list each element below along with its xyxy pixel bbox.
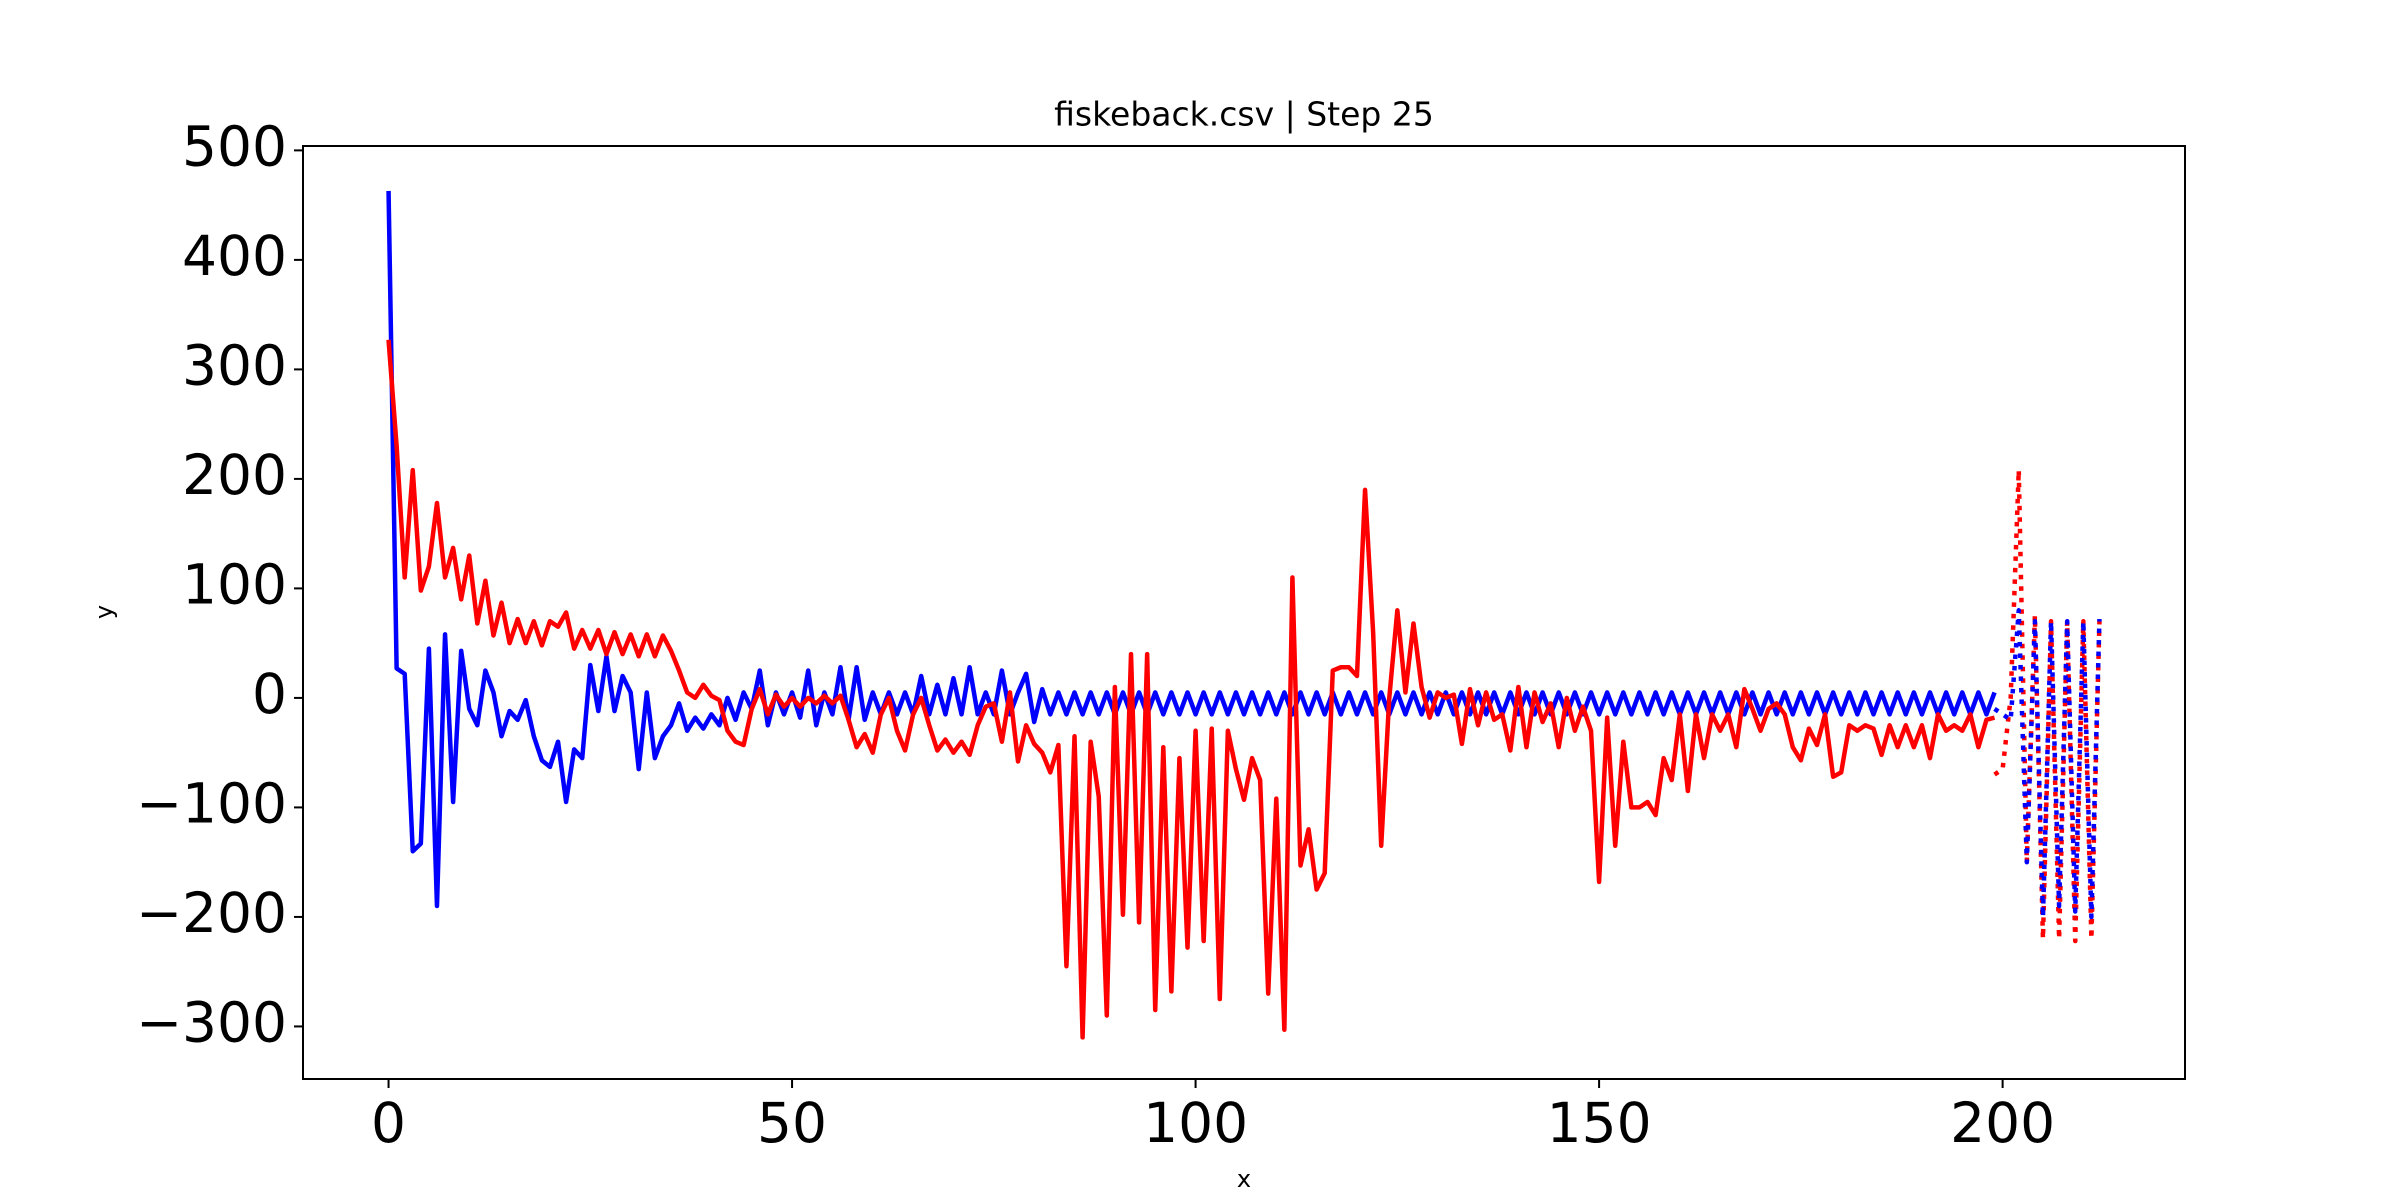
- y-tick-label: 400: [182, 224, 287, 288]
- y-tick-label: 300: [182, 334, 287, 398]
- x-tick-label: 100: [1143, 1091, 1248, 1155]
- y-tick-label: 100: [182, 553, 287, 617]
- y-tick-label: 200: [182, 443, 287, 507]
- x-axis-label: x: [1237, 1165, 1251, 1193]
- y-tick-label: −100: [136, 772, 287, 836]
- x-tick-label: 0: [371, 1091, 406, 1155]
- plot-area: [386, 190, 2102, 1040]
- y-tick-label: −300: [136, 991, 287, 1055]
- x-tick-label: 150: [1547, 1091, 1652, 1155]
- series-line: [386, 339, 1996, 1040]
- x-tick-label: 50: [757, 1091, 827, 1155]
- chart-title: fiskeback.csv | Step 25: [1054, 95, 1434, 134]
- y-tick-label: 0: [252, 662, 287, 726]
- y-axis-label: y: [90, 605, 118, 619]
- series-line: [1993, 467, 2102, 944]
- series-line: [1993, 608, 2102, 920]
- axes-frame: [302, 145, 2186, 1080]
- series-line: [386, 190, 1997, 909]
- y-tick-label: −200: [136, 881, 287, 945]
- x-tick-label: 200: [1950, 1091, 2055, 1155]
- y-tick-label: 500: [182, 115, 287, 179]
